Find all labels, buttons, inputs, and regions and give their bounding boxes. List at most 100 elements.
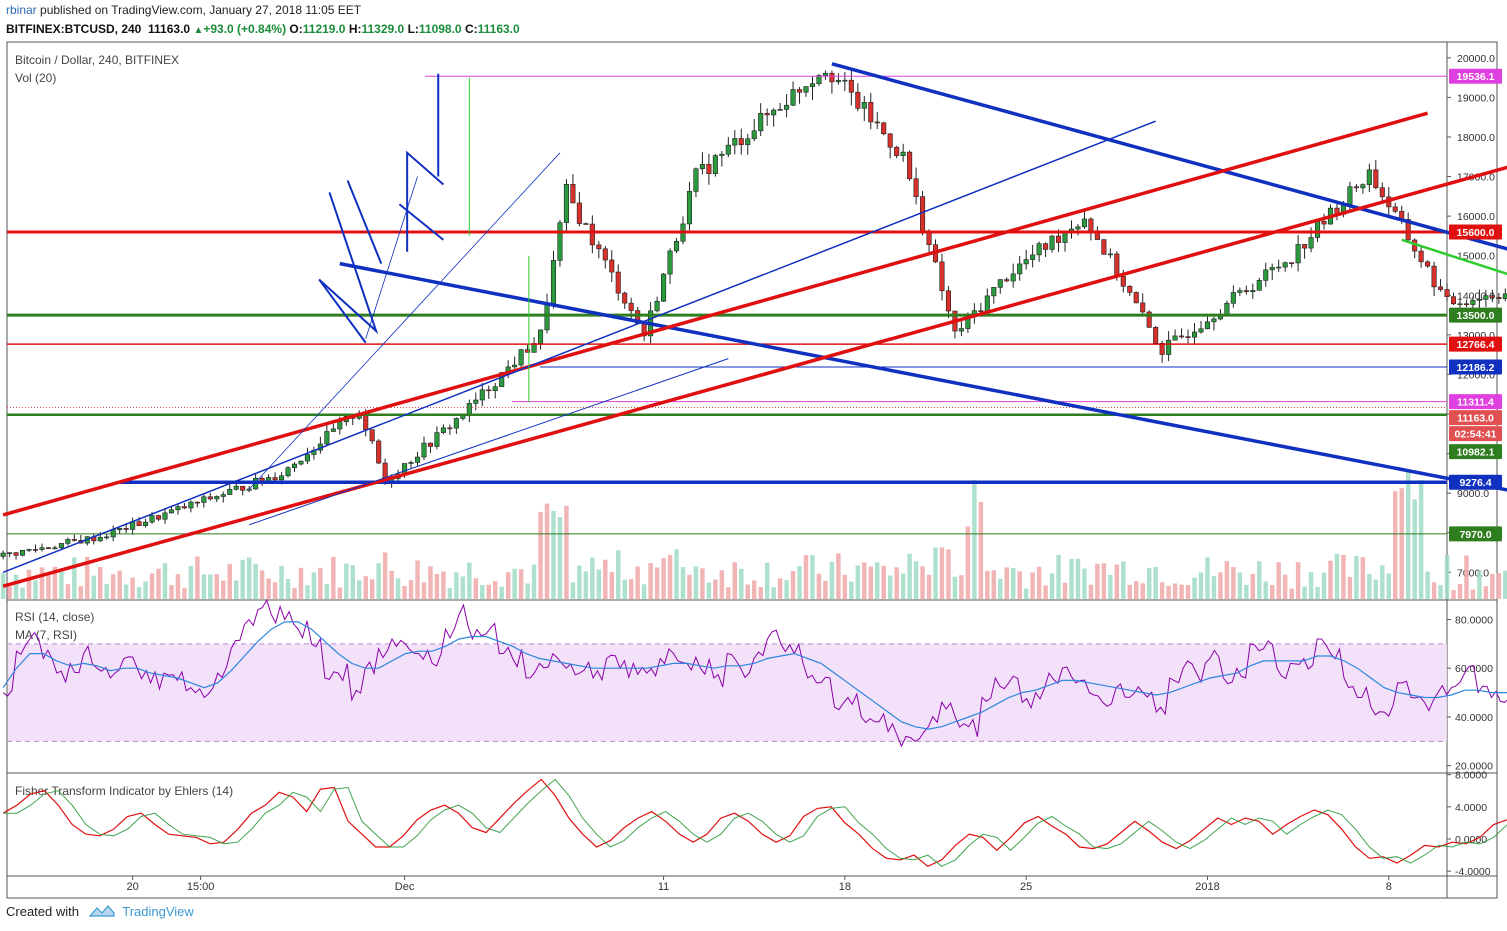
volume-bar [667, 555, 673, 599]
candle-body [751, 130, 757, 140]
candle-body [816, 75, 822, 84]
candle-body [1431, 265, 1437, 288]
volume-bar [33, 580, 38, 599]
fan-line [365, 176, 418, 339]
fisher-tick-label: 8.0000 [1455, 770, 1487, 782]
volume-bar [1121, 561, 1126, 599]
volume-bar [570, 582, 576, 599]
author-link[interactable]: rbinar [6, 3, 37, 17]
volume-bar [1192, 577, 1197, 599]
volume-bar [480, 584, 485, 599]
candle-body [1425, 261, 1431, 267]
volume-bar [1127, 584, 1133, 599]
footer: Created with TradingView [6, 904, 194, 919]
volume-bar [518, 569, 524, 599]
volume-bar [486, 584, 491, 599]
volume-bar [1276, 562, 1281, 599]
candle-body [194, 501, 200, 504]
rsi-band [8, 643, 1447, 742]
volume-bar [881, 565, 886, 599]
volume-bar [473, 578, 479, 599]
candle-body [1004, 279, 1010, 282]
chart-frame [6, 41, 1498, 899]
volume-bar [98, 566, 103, 599]
candle-body [945, 290, 952, 312]
volume-bar [1405, 469, 1411, 599]
candle-body [1120, 276, 1126, 287]
candle-body [240, 485, 246, 491]
price-label-box [1449, 444, 1502, 460]
volume-bar [706, 582, 712, 599]
volume-bar [1069, 559, 1074, 599]
volume-bar [907, 553, 912, 599]
candle-body [512, 364, 518, 368]
volume-bar [460, 576, 466, 599]
volume-bar [175, 574, 181, 599]
candle-body [460, 415, 466, 419]
volume-bar [829, 561, 835, 599]
tradingview-link[interactable]: TradingView [122, 904, 194, 919]
trendline [339, 261, 1507, 492]
candle-body [745, 138, 751, 146]
volume-bar [596, 569, 602, 599]
volume-bar [1380, 565, 1385, 599]
published-text: published on TradingView.com, January 27… [40, 3, 362, 17]
candle-body [1030, 254, 1036, 260]
volume-bar [635, 566, 640, 599]
volume-bar [1334, 553, 1340, 599]
volume-bar [292, 588, 297, 599]
candle-body [667, 250, 673, 275]
volume-bar [1250, 573, 1256, 599]
volume-bar [1321, 572, 1327, 599]
volume-bar [285, 578, 291, 599]
candle-body [110, 529, 116, 538]
candle-body [1101, 239, 1107, 255]
volume-bar [842, 574, 848, 599]
volume-bar [603, 559, 608, 599]
candle-body [784, 104, 790, 110]
candle-body [486, 389, 492, 392]
x-tick-label: Dec [395, 881, 415, 893]
volume-bar [959, 575, 964, 599]
volume-bar [868, 566, 874, 599]
candle-body [1470, 300, 1476, 305]
volume-bar [726, 587, 731, 599]
candle-body [1127, 285, 1133, 293]
volume-bar [661, 557, 666, 599]
volume-bar [305, 585, 310, 599]
candle-body [596, 244, 602, 250]
volume-bar [363, 576, 368, 599]
tradingview-logo-icon [88, 905, 115, 917]
candle-body [991, 287, 997, 297]
candle-body [233, 485, 239, 490]
price-tick-label: 19000.0 [1457, 92, 1495, 104]
low-label: L: [407, 22, 419, 36]
volume-bar [1438, 585, 1443, 599]
volume-bar [78, 586, 84, 599]
candle-body [162, 512, 168, 520]
volume-bar [564, 505, 569, 599]
volume-bar [441, 571, 446, 599]
candle-body [686, 191, 693, 225]
candle-body [1010, 273, 1016, 282]
candle-body [1321, 220, 1327, 225]
volume-bar [298, 567, 304, 599]
candle-body [900, 151, 906, 156]
candle-body [246, 488, 252, 491]
candle-body [207, 496, 213, 500]
volume-bar [628, 579, 634, 599]
candle-body [168, 509, 175, 514]
candle-body [1295, 244, 1301, 264]
volume-bar [751, 580, 757, 599]
candle-body [997, 279, 1003, 288]
candle-body [725, 144, 731, 155]
candle-body [1159, 342, 1165, 355]
volume-bar [1360, 557, 1366, 599]
volume-bar [1444, 555, 1450, 599]
volume-bar [810, 555, 815, 599]
volume-bar [1483, 586, 1489, 599]
candle-body [1392, 206, 1398, 212]
trendline [1401, 238, 1507, 276]
candle-body [570, 184, 576, 204]
